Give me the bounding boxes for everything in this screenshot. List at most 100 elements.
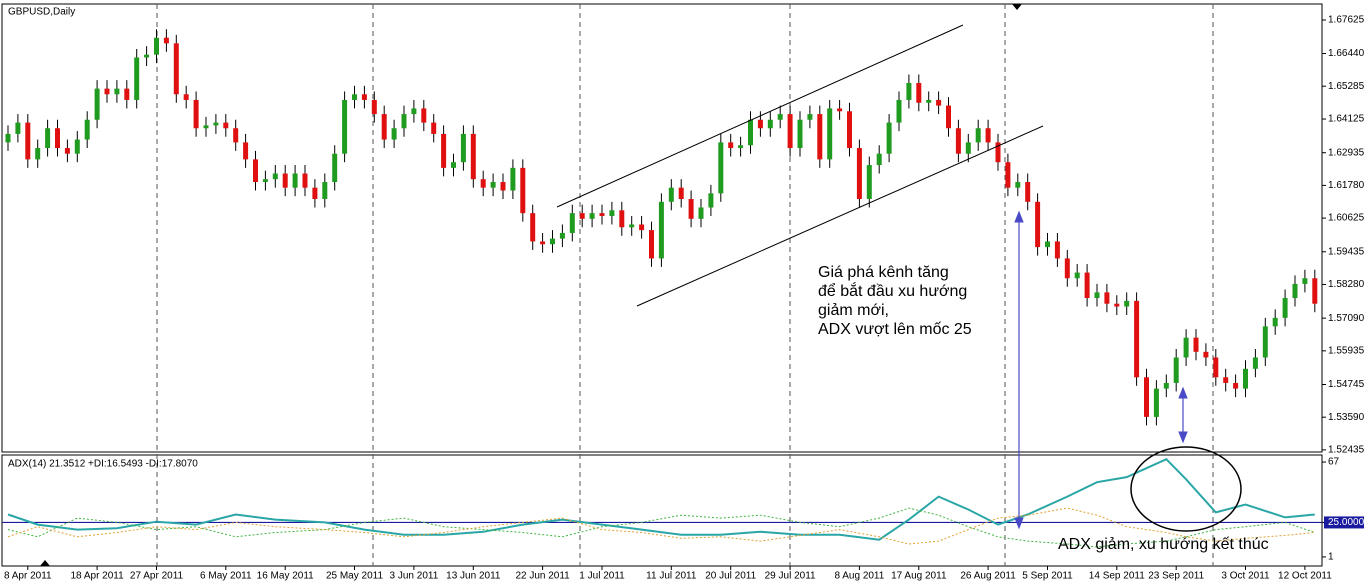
x-tick-label: 17 Aug 2011 xyxy=(891,571,947,582)
candle-body xyxy=(946,105,951,129)
candle-body xyxy=(5,133,11,143)
candle-body xyxy=(916,82,922,103)
x-tick-label: 11 Jul 2011 xyxy=(646,571,697,582)
candle-body xyxy=(936,99,942,106)
candle-body xyxy=(540,241,546,245)
candle-body xyxy=(223,122,229,129)
candle-body xyxy=(124,88,130,100)
candle-body xyxy=(589,213,595,219)
candle-body xyxy=(1312,278,1318,304)
candle-body xyxy=(84,119,90,140)
candle-body xyxy=(559,232,565,239)
y-tick-label: 1.66440 xyxy=(1328,48,1365,59)
candle-body xyxy=(1252,357,1258,369)
y-tick-label: 1.53590 xyxy=(1328,412,1365,423)
candle-body xyxy=(1015,182,1021,188)
candle-body xyxy=(173,43,179,95)
marker xyxy=(1012,4,1022,10)
candle-body xyxy=(144,54,150,58)
candle-body xyxy=(876,153,882,166)
candle-body xyxy=(985,128,991,143)
y-tick-label: 1.64125 xyxy=(1328,114,1365,125)
candle-body xyxy=(55,128,60,149)
candle-body xyxy=(183,94,189,100)
candle-body xyxy=(658,201,664,259)
candle-body xyxy=(599,213,605,216)
candle-body xyxy=(401,114,407,129)
channel-lower xyxy=(636,125,1044,307)
annotation: ADX vượt lên mốc 25 xyxy=(818,321,972,338)
candle-body xyxy=(371,99,377,115)
candle-body xyxy=(134,57,140,100)
annotation: ADX giảm, xu hướng kết thúc xyxy=(1058,536,1269,553)
candle-body xyxy=(520,167,526,214)
candle-body xyxy=(104,88,110,95)
x-tick-label: 6 May 2011 xyxy=(200,571,252,582)
x-tick-label: 8 Apr 2011 xyxy=(4,571,52,582)
candle-body xyxy=(1203,351,1209,358)
y-tick-label: 1.60625 xyxy=(1328,213,1365,224)
candle-body xyxy=(213,122,219,126)
candle-body xyxy=(163,37,169,44)
candle-body xyxy=(193,99,199,129)
candle-body xyxy=(609,210,615,216)
x-tick-label: 26 Aug 2011 xyxy=(960,571,1016,582)
candle-body xyxy=(1074,272,1080,279)
candle-body xyxy=(114,88,120,95)
candle-body xyxy=(738,145,744,149)
candle-body xyxy=(1084,272,1090,299)
candle-body xyxy=(431,122,437,134)
highlight-ellipse xyxy=(1130,446,1242,532)
candle-body xyxy=(619,210,625,228)
candle-body xyxy=(817,114,823,160)
candle-body xyxy=(233,128,239,143)
candle-body xyxy=(460,133,466,163)
x-tick-label: 1 Jul 2011 xyxy=(579,571,625,582)
candle-body xyxy=(856,148,862,199)
price-panel-frame xyxy=(1,3,1323,453)
candle-body xyxy=(272,173,278,180)
candle-body xyxy=(35,148,41,160)
marker xyxy=(40,560,50,566)
candle-body xyxy=(94,88,100,120)
candle-body xyxy=(411,108,417,115)
candle-body xyxy=(500,182,506,191)
annotation: để bắt đầu xu hướng xyxy=(818,281,967,300)
candle-body xyxy=(926,99,932,103)
candle-body xyxy=(866,165,872,199)
candle-body xyxy=(1243,368,1248,389)
marks: 1.67625 1.66440 1.65285 1.64125 1.62935 1.617… xyxy=(2,15,1365,582)
candle-body xyxy=(292,173,298,188)
candle-body xyxy=(1282,298,1288,318)
indicator-title: ADX(14) 21.3512 +DI:16.5493 -DI:17.8070 xyxy=(8,459,198,470)
candle-body xyxy=(1114,303,1120,307)
candle-body xyxy=(1302,278,1308,284)
candle-body xyxy=(74,139,80,154)
x-tick-label: 25 May 2011 xyxy=(326,571,384,582)
candle-body xyxy=(1025,182,1031,202)
x-tick-label: 8 Aug 2011 xyxy=(834,571,884,582)
candle-body xyxy=(1233,382,1239,389)
y-tick-label: 1.54745 xyxy=(1328,379,1365,390)
candle-body xyxy=(1064,258,1070,279)
candle-body xyxy=(639,224,645,231)
channel-upper xyxy=(556,24,964,208)
x-tick-label: 14 Sep 2011 xyxy=(1089,571,1145,582)
candle-body xyxy=(45,128,51,149)
candle-body xyxy=(262,179,268,183)
candle-body xyxy=(748,119,753,146)
candle-body xyxy=(1124,300,1130,307)
candle-body xyxy=(1045,241,1050,248)
candle-body xyxy=(678,187,684,199)
candle-body xyxy=(1213,357,1219,378)
candle-body xyxy=(975,128,981,143)
candle-body xyxy=(896,99,902,123)
x-tick-label: 5 Sep 2011 xyxy=(1022,571,1073,582)
y-tick-label: 1.67625 xyxy=(1328,15,1365,26)
candle-body xyxy=(302,173,308,188)
candle-body xyxy=(1173,357,1179,383)
candle-body xyxy=(550,238,555,245)
x-tick-label: 16 May 2011 xyxy=(257,571,315,582)
period-separators xyxy=(156,4,1214,566)
